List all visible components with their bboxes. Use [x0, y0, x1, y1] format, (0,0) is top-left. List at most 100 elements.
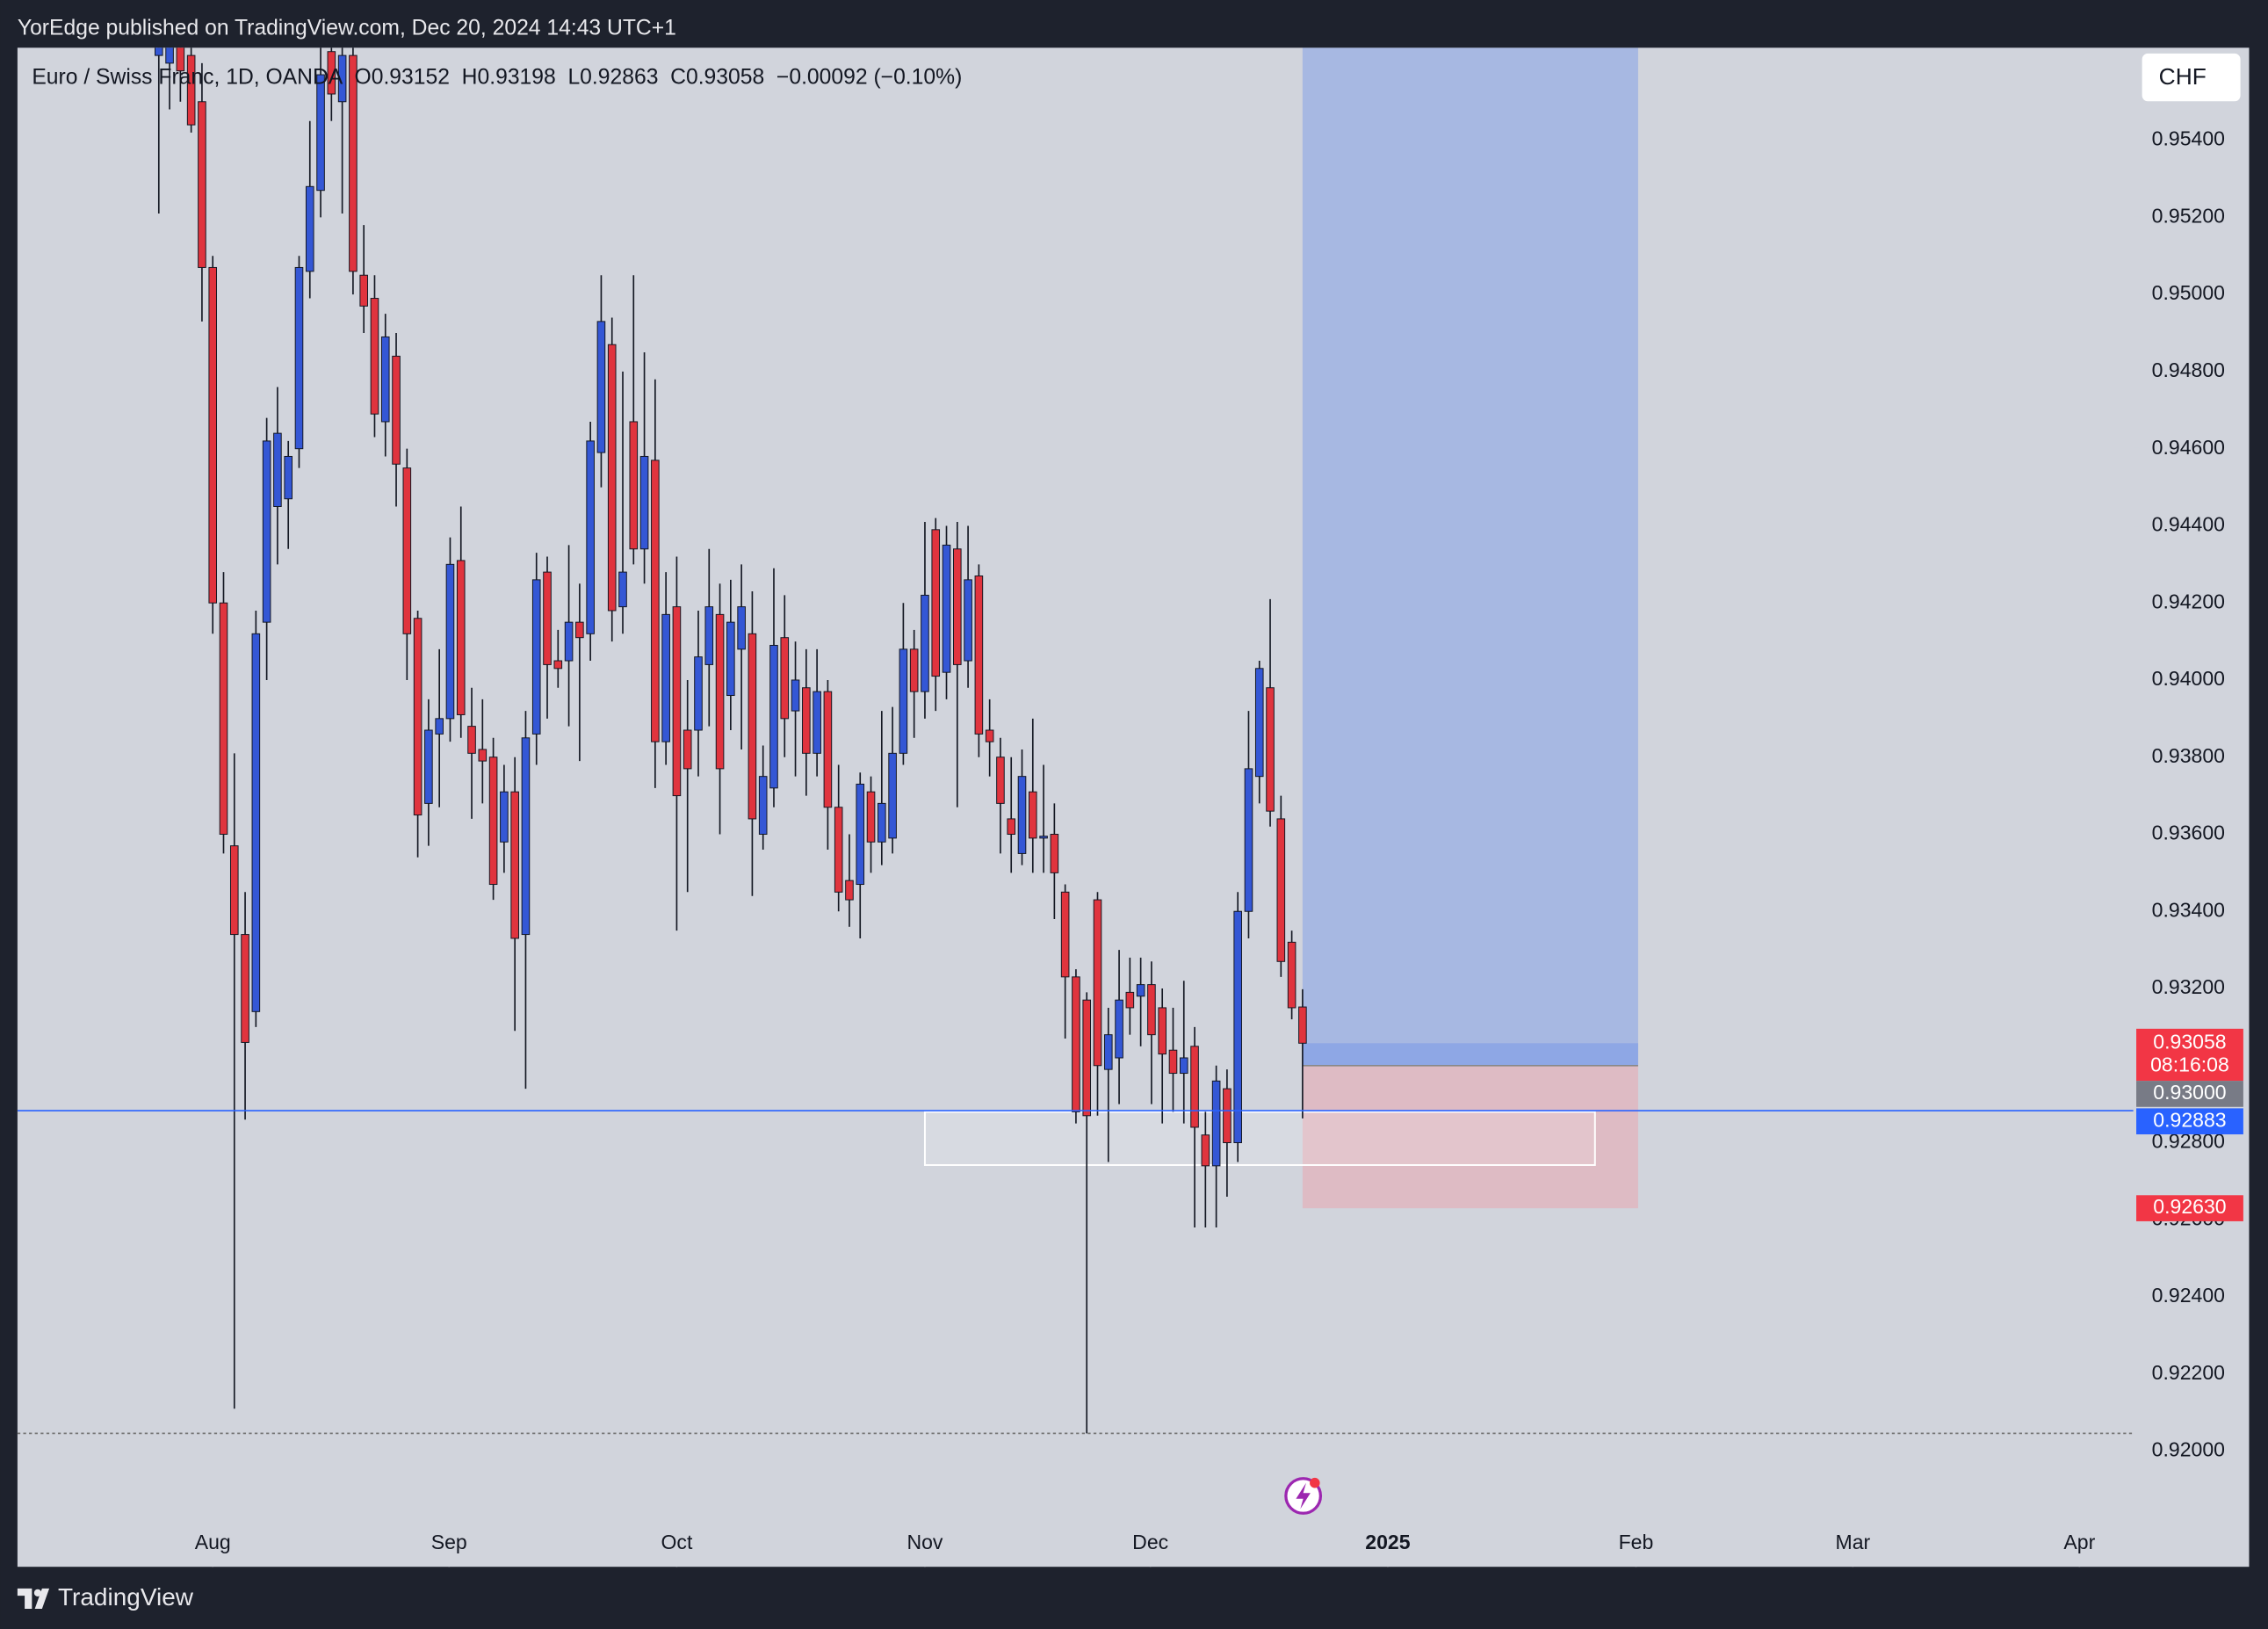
y-tick-label: 0.93400: [2152, 898, 2225, 921]
candle-body: [672, 606, 682, 797]
candle-body: [802, 687, 811, 754]
candle-body: [380, 336, 390, 423]
candle-body: [985, 729, 994, 742]
lightning-icon: [1284, 1477, 1323, 1515]
candle-body: [456, 560, 466, 715]
candle-body: [596, 321, 606, 453]
y-tick-label: 0.93600: [2152, 822, 2225, 844]
candle-body: [1060, 891, 1070, 978]
y-tick-label: 0.94600: [2152, 436, 2225, 459]
plot: [17, 47, 2134, 1435]
candle-body: [791, 679, 800, 712]
candle-body: [510, 791, 519, 939]
x-tick-label: Sep: [431, 1531, 467, 1553]
tv-logo: [17, 1588, 50, 1609]
candle-body: [856, 783, 865, 886]
candle-body: [1017, 776, 1027, 854]
candle-body: [359, 274, 368, 307]
candle-body: [521, 737, 531, 936]
candle-body: [1050, 833, 1059, 873]
candle-body: [186, 54, 196, 126]
candle-body: [1298, 1006, 1307, 1044]
candle-body: [931, 529, 941, 677]
candle-body: [1201, 1134, 1210, 1167]
candle-body: [715, 613, 725, 770]
entry-label: 0.93000: [2153, 1081, 2226, 1104]
candle-body: [899, 648, 908, 754]
candle-body: [1125, 991, 1135, 1009]
candle-body: [1072, 976, 1080, 1112]
header: YorEdge published on TradingView.com, De…: [18, 16, 676, 40]
candle-body: [349, 54, 358, 272]
candle-body: [909, 648, 919, 692]
candle-body: [964, 579, 972, 662]
candle-body: [780, 637, 790, 720]
y-tick-label: 0.95400: [2152, 127, 2225, 150]
candle-body: [1179, 1057, 1188, 1075]
candle-body: [402, 467, 412, 634]
candle-body: [155, 47, 163, 56]
candle-body: [273, 432, 282, 507]
candle-body: [1223, 1088, 1232, 1144]
candle-body: [284, 455, 293, 500]
candle-body: [294, 266, 304, 450]
candle-body: [575, 621, 584, 639]
y-tick-label: 0.93800: [2152, 744, 2225, 767]
ohlc: O0.93152 H0.93198 L0.92863 C0.93058 −0.0…: [355, 65, 963, 89]
candle-body: [1039, 836, 1048, 839]
candle-body: [219, 602, 228, 835]
candle-body: [1103, 1034, 1113, 1070]
candle-body: [1147, 984, 1156, 1036]
candle-body: [888, 752, 897, 839]
y-tick-label: 0.95000: [2152, 281, 2225, 304]
candle-body: [251, 633, 261, 1012]
target-zone: [1302, 47, 1638, 1066]
candle-body: [586, 440, 595, 634]
candle-body: [488, 757, 498, 886]
candle-body: [337, 54, 347, 103]
x-tick-label: Oct: [661, 1531, 692, 1553]
candle-body: [629, 421, 639, 550]
y-tick-label: 0.94000: [2152, 667, 2225, 690]
candle-body: [1158, 1007, 1167, 1055]
candle-body: [1254, 668, 1264, 778]
candle-body: [531, 579, 541, 735]
candle-body: [813, 691, 821, 754]
candle-body: [316, 74, 325, 192]
stop-label: 0.92630: [2153, 1195, 2226, 1218]
candle-body: [1007, 818, 1016, 835]
stop-badge: [2136, 1195, 2243, 1221]
candle-body: [607, 344, 617, 612]
candle-body: [758, 776, 768, 835]
y-tick-label: 0.92400: [2152, 1284, 2225, 1307]
currency-button[interactable]: [2142, 53, 2241, 102]
candle-body: [694, 656, 703, 731]
candle-body: [1266, 687, 1275, 812]
y-tick-label: 0.94400: [2152, 513, 2225, 536]
alert-badge: [2136, 1108, 2243, 1135]
candle-body: [424, 729, 433, 804]
zone-box: [923, 1111, 1596, 1166]
candle-body: [467, 726, 476, 754]
candle-body: [1276, 818, 1286, 962]
candle-body: [878, 802, 886, 843]
footer: TradingView: [58, 1583, 194, 1611]
y-tick-label: 0.94200: [2152, 590, 2225, 612]
candle-body: [327, 51, 336, 95]
candle-body: [370, 298, 379, 415]
candle-body: [834, 807, 843, 893]
candle-body: [651, 460, 660, 742]
candle-body: [478, 749, 488, 762]
x-tick-label: Dec: [1132, 1531, 1168, 1553]
last-price-label: 0.93058: [2153, 1030, 2226, 1053]
candle-body: [726, 621, 735, 697]
x-tick-label: 2025: [1365, 1531, 1410, 1553]
candle-body: [176, 47, 185, 72]
candle-body: [1115, 999, 1123, 1059]
alert-label: 0.92883: [2153, 1108, 2226, 1131]
candle-body: [165, 47, 174, 64]
candle-body: [953, 548, 962, 665]
candle-body: [262, 440, 271, 623]
candle-body: [704, 606, 714, 665]
